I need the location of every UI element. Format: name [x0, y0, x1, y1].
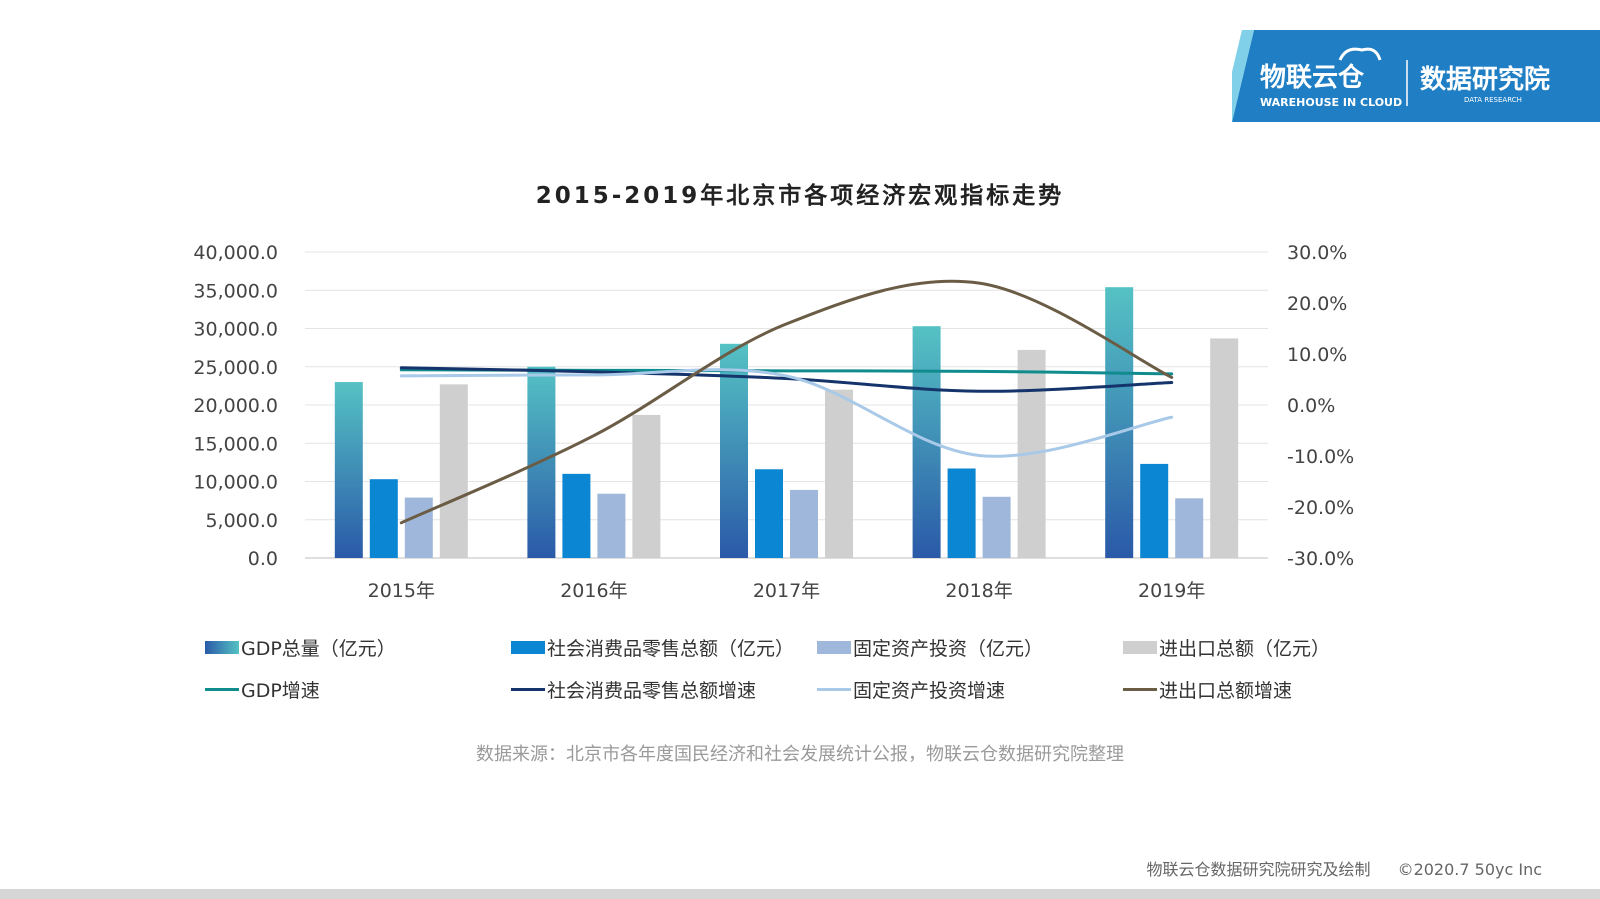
left-tick-label: 35,000.0	[193, 280, 278, 302]
investment-bar	[790, 489, 818, 558]
investment-growth-line	[399, 368, 1174, 458]
investment-bar	[404, 497, 433, 558]
right-tick-label: 0.0%	[1287, 395, 1335, 417]
retail-bar	[755, 469, 783, 558]
logo-brand-en: WAREHOUSE IN CLOUD	[1260, 96, 1402, 109]
x-tick-label: 2018年	[945, 580, 1012, 602]
bottom-strip	[0, 889, 1600, 899]
trade-bar	[439, 384, 468, 558]
legend-item-gdp: GDP总量（亿元）	[205, 635, 511, 660]
right-tick-label: 30.0%	[1287, 242, 1347, 264]
legend-item-retail: 社会消费品零售总额（亿元）	[511, 635, 817, 660]
left-axis: 0.0 5,000.0 10,000.0 15,000.0 20,000.0 25,000…	[193, 242, 278, 570]
legend-label-trade-growth: 进出口总额增速	[1159, 679, 1293, 702]
retail-growth-line	[399, 366, 1174, 393]
retail-bar	[947, 468, 976, 558]
legend-label-retail-growth: 社会消费品零售总额增速	[547, 679, 757, 702]
brand-logo-banner: 物联云仓 WAREHOUSE IN CLOUD 数据研究院 DATA RESEA…	[1232, 30, 1600, 122]
legend-label-gdp-growth: GDP增速	[241, 679, 320, 702]
x-tick-label: 2019年	[1138, 580, 1205, 602]
left-tick-label: 15,000.0	[193, 433, 278, 455]
investment-bar	[1175, 498, 1204, 558]
trade-bar	[825, 389, 853, 558]
legend-swatch-investment	[817, 640, 851, 654]
logo-brand-cn: 物联云仓	[1260, 62, 1365, 93]
legend-swatch-retail-growth	[511, 687, 545, 691]
left-tick-label: 40,000.0	[193, 242, 278, 264]
left-tick-label: 30,000.0	[193, 319, 278, 341]
trade-bar	[1210, 338, 1239, 558]
gdp-bar	[720, 343, 748, 558]
left-tick-label: 0.0	[248, 548, 278, 570]
right-tick-label: -20.0%	[1287, 497, 1354, 519]
legend-label-retail: 社会消费品零售总额（亿元）	[547, 637, 795, 660]
x-tick-label: 2015年	[368, 580, 435, 602]
left-tick-label: 10,000.0	[193, 472, 278, 494]
logo-background	[1232, 30, 1600, 122]
cloud-icon	[1338, 47, 1382, 61]
right-tick-label: 20.0%	[1287, 293, 1347, 315]
legend-swatch-investment-growth	[817, 687, 851, 691]
right-tick-label: 10.0%	[1287, 344, 1347, 366]
gdp-bar	[334, 382, 363, 558]
legend-item-trade: 进出口总额（亿元）	[1123, 635, 1385, 660]
legend-swatch-trade-growth	[1123, 687, 1157, 691]
footer-copyright: ©2020.7 50yc Inc	[1397, 860, 1542, 879]
gdp-bar	[1105, 287, 1134, 558]
investment-bar	[597, 493, 626, 558]
logo-division-cn: 数据研究院	[1420, 64, 1550, 95]
trade-growth-line	[399, 279, 1174, 525]
legend-item-retail-growth: 社会消费品零售总额增速	[511, 677, 817, 702]
x-tick-label: 2017年	[753, 580, 820, 602]
legend-swatch-retail	[511, 640, 545, 654]
right-tick-label: -30.0%	[1287, 548, 1354, 570]
right-axis: -30.0% -20.0% -10.0% 0.0% 10.0% 20.0% 30.0%	[1287, 242, 1354, 570]
legend-label-investment: 固定资产投资（亿元）	[853, 637, 1044, 660]
footer-credit: 物联云仓数据研究院研究及绘制	[1146, 860, 1371, 879]
legend-label-investment-growth: 固定资产投资增速	[853, 679, 1006, 702]
bar-series-group	[334, 287, 1239, 558]
gdp-bar	[912, 326, 941, 558]
legend-item-gdp-growth: GDP增速	[205, 677, 511, 702]
retail-bar	[562, 473, 591, 558]
chart-title: 2015-2019年北京市各项经济宏观指标走势	[535, 183, 1065, 209]
legend-label-gdp: GDP总量（亿元）	[241, 637, 396, 660]
x-axis: 2015年 2016年 2017年 2018年 2019年	[368, 580, 1206, 602]
left-tick-label: 20,000.0	[193, 395, 278, 417]
legend-swatch-gdp	[205, 640, 239, 654]
logo-division-en: DATA RESEARCH	[1464, 96, 1522, 104]
x-tick-label: 2016年	[560, 580, 627, 602]
legend-item-trade-growth: 进出口总额增速	[1123, 677, 1385, 702]
data-source-note: 数据来源：北京市各年度国民经济和社会发展统计公报，物联云仓数据研究院整理	[476, 744, 1124, 765]
legend-swatch-gdp-growth	[205, 687, 239, 691]
trade-bar	[632, 414, 661, 558]
logo-accent-stripe	[1232, 30, 1254, 122]
left-tick-label: 5,000.0	[205, 510, 278, 532]
logo-graphic: 物联云仓 WAREHOUSE IN CLOUD 数据研究院 DATA RESEA…	[1232, 30, 1600, 122]
investment-bar	[982, 496, 1011, 558]
page-footer: 物联云仓数据研究院研究及绘制 ©2020.7 50yc Inc	[1146, 856, 1542, 880]
retail-bar	[1140, 463, 1169, 558]
retail-bar	[369, 479, 398, 558]
right-tick-label: -10.0%	[1287, 446, 1354, 468]
legend-swatch-trade	[1123, 640, 1157, 654]
left-tick-label: 25,000.0	[193, 357, 278, 379]
legend-item-investment: 固定资产投资（亿元）	[817, 635, 1123, 660]
chart-canvas: 0.0 5,000.0 10,000.0 15,000.0 20,000.0 25,000…	[193, 242, 1354, 602]
legend-item-investment-growth: 固定资产投资增速	[817, 677, 1123, 702]
legend-label-trade: 进出口总额（亿元）	[1159, 637, 1331, 660]
line-series-group	[399, 279, 1174, 525]
chart-legend: GDP总量（亿元） 社会消费品零售总额（亿元） 固定资产投资（亿元） 进出口总额…	[205, 635, 1385, 702]
